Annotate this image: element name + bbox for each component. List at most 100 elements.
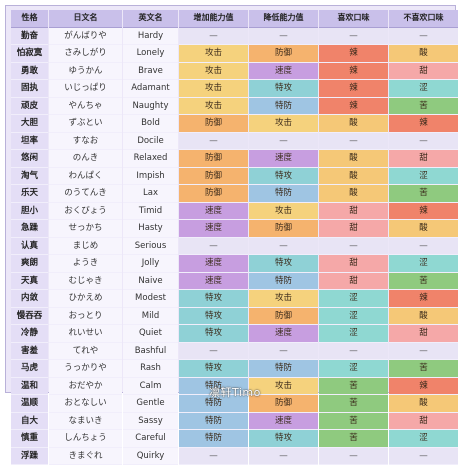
- nature-name-cell: 急躁: [11, 220, 48, 238]
- liked-flavor-cell: —: [319, 448, 388, 465]
- english-name-cell: Adamant: [123, 80, 178, 98]
- disliked-flavor-cell: 苦: [389, 98, 458, 116]
- nature-name-cell: 固执: [11, 80, 48, 98]
- nature-name-cell: 淘气: [11, 168, 48, 186]
- nature-name-cell: 认真: [11, 238, 48, 256]
- nature-name-cell: 爽朗: [11, 255, 48, 273]
- increased-stat-cell: 防御: [179, 115, 248, 133]
- decreased-stat-cell: —: [249, 133, 318, 151]
- header-japanese-name[interactable]: 日文名: [49, 10, 122, 28]
- disliked-flavor-cell: 酸: [389, 45, 458, 63]
- japanese-name-cell: ゆうかん: [49, 63, 122, 81]
- header-decreased-stat[interactable]: 降低能力值: [249, 10, 318, 28]
- english-name-cell: Quiet: [123, 325, 178, 343]
- english-name-cell: Hasty: [123, 220, 178, 238]
- liked-flavor-cell: 辣: [319, 63, 388, 81]
- decreased-stat-cell: 特防: [249, 98, 318, 116]
- increased-stat-cell: 攻击: [179, 45, 248, 63]
- nature-name-cell: 乐天: [11, 185, 48, 203]
- english-name-cell: Jolly: [123, 255, 178, 273]
- english-name-cell: Sassy: [123, 413, 178, 431]
- header-increased-stat[interactable]: 增加能力值: [179, 10, 248, 28]
- disliked-flavor-cell: —: [389, 238, 458, 256]
- japanese-name-cell: わんぱく: [49, 168, 122, 186]
- nature-name-cell: 自大: [11, 413, 48, 431]
- watermark-text: 凛轩Timo: [209, 384, 261, 400]
- japanese-name-cell: うっかりや: [49, 360, 122, 378]
- english-name-cell: Brave: [123, 63, 178, 81]
- liked-flavor-cell: 酸: [319, 185, 388, 203]
- increased-stat-cell: 防御: [179, 168, 248, 186]
- japanese-name-cell: おくびょう: [49, 203, 122, 221]
- japanese-name-cell: てれや: [49, 343, 122, 361]
- increased-stat-cell: 防御: [179, 185, 248, 203]
- japanese-name-cell: せっかち: [49, 220, 122, 238]
- disliked-flavor-cell: 涩: [389, 255, 458, 273]
- japanese-name-cell: おとなしい: [49, 395, 122, 413]
- japanese-name-cell: きまぐれ: [49, 448, 122, 465]
- disliked-flavor-cell: 甜: [389, 413, 458, 431]
- decreased-stat-cell: —: [249, 28, 318, 46]
- decreased-stat-cell: 攻击: [249, 290, 318, 308]
- liked-flavor-cell: 甜: [319, 203, 388, 221]
- japanese-name-cell: ずぶとい: [49, 115, 122, 133]
- japanese-name-cell: のんき: [49, 150, 122, 168]
- decreased-stat-cell: 特防: [249, 360, 318, 378]
- english-name-cell: Modest: [123, 290, 178, 308]
- decreased-stat-cell: 速度: [249, 150, 318, 168]
- nature-table-panel: 性格 日文名 英文名 增加能力值 降低能力值 喜欢口味 不喜欢口味 勤奋がんばり…: [5, 5, 456, 393]
- disliked-flavor-cell: 辣: [389, 290, 458, 308]
- disliked-flavor-cell: 苦: [389, 185, 458, 203]
- nature-name-cell: 内敛: [11, 290, 48, 308]
- nature-name-cell: 怕寂寞: [11, 45, 48, 63]
- nature-name-cell: 大胆: [11, 115, 48, 133]
- liked-flavor-cell: 涩: [319, 325, 388, 343]
- increased-stat-cell: 防御: [179, 150, 248, 168]
- decreased-stat-cell: 防御: [249, 45, 318, 63]
- japanese-name-cell: さみしがり: [49, 45, 122, 63]
- increased-stat-cell: 攻击: [179, 98, 248, 116]
- nature-name-cell: 悠闲: [11, 150, 48, 168]
- liked-flavor-cell: 酸: [319, 150, 388, 168]
- decreased-stat-cell: 速度: [249, 413, 318, 431]
- nature-name-cell: 胆小: [11, 203, 48, 221]
- disliked-flavor-cell: 酸: [389, 395, 458, 413]
- disliked-flavor-cell: 甜: [389, 63, 458, 81]
- liked-flavor-cell: 苦: [319, 430, 388, 448]
- header-nature[interactable]: 性格: [11, 10, 48, 28]
- disliked-flavor-cell: 涩: [389, 430, 458, 448]
- increased-stat-cell: 特攻: [179, 325, 248, 343]
- japanese-name-cell: がんばりや: [49, 28, 122, 46]
- increased-stat-cell: —: [179, 448, 248, 465]
- increased-stat-cell: 速度: [179, 220, 248, 238]
- liked-flavor-cell: —: [319, 133, 388, 151]
- disliked-flavor-cell: 酸: [389, 308, 458, 326]
- table-header: 性格 日文名 英文名 增加能力值 降低能力值 喜欢口味 不喜欢口味: [11, 10, 458, 28]
- header-liked-flavor[interactable]: 喜欢口味: [319, 10, 388, 28]
- japanese-name-cell: すなお: [49, 133, 122, 151]
- japanese-name-cell: しんちょう: [49, 430, 122, 448]
- increased-stat-cell: —: [179, 238, 248, 256]
- liked-flavor-cell: 酸: [319, 115, 388, 133]
- decreased-stat-cell: 特攻: [249, 430, 318, 448]
- liked-flavor-cell: 甜: [319, 220, 388, 238]
- disliked-flavor-cell: 苦: [389, 360, 458, 378]
- japanese-name-cell: おっとり: [49, 308, 122, 326]
- header-english-name[interactable]: 英文名: [123, 10, 178, 28]
- nature-name-cell: 冷静: [11, 325, 48, 343]
- decreased-stat-cell: 防御: [249, 308, 318, 326]
- english-name-cell: Impish: [123, 168, 178, 186]
- decreased-stat-cell: 攻击: [249, 203, 318, 221]
- increased-stat-cell: —: [179, 133, 248, 151]
- increased-stat-cell: 特防: [179, 413, 248, 431]
- header-disliked-flavor[interactable]: 不喜欢口味: [389, 10, 458, 28]
